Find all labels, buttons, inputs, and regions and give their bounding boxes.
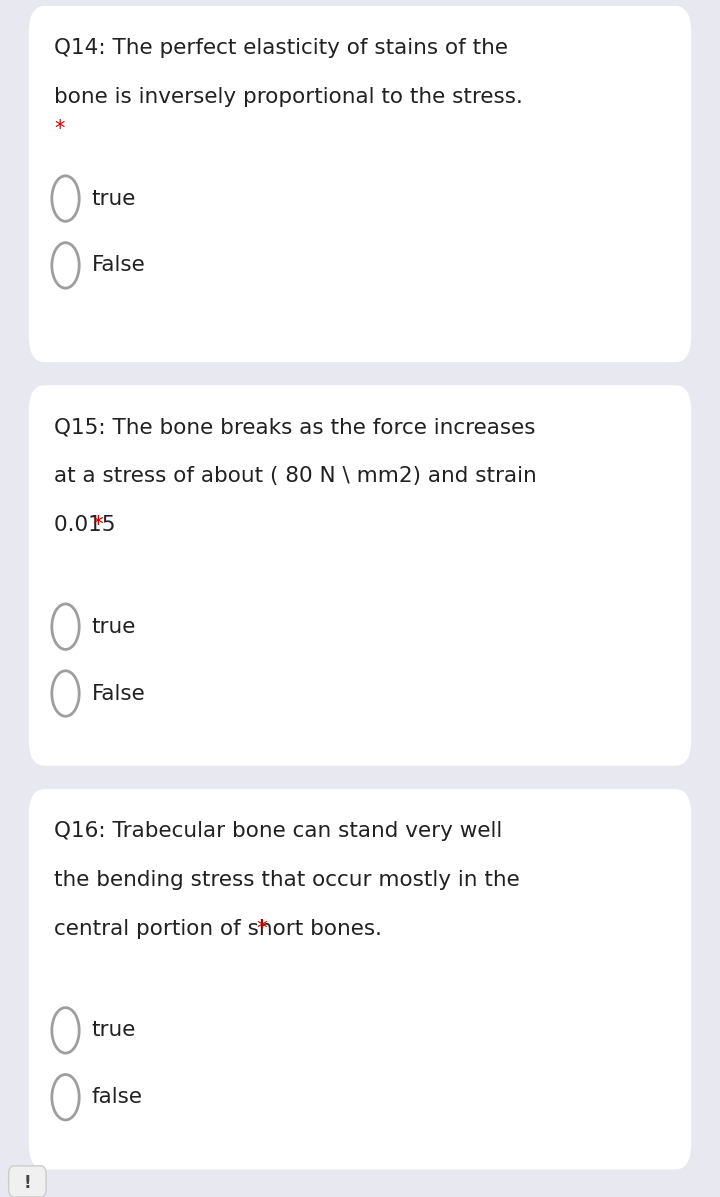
Text: *: * xyxy=(92,515,103,535)
Text: Q14: The perfect elasticity of stains of the: Q14: The perfect elasticity of stains of… xyxy=(54,38,508,59)
Text: Q15: The bone breaks as the force increases: Q15: The bone breaks as the force increa… xyxy=(54,418,536,437)
Text: at a stress of about ( 80 N \ mm2) and strain: at a stress of about ( 80 N \ mm2) and s… xyxy=(54,467,536,486)
Text: true: true xyxy=(91,189,136,208)
Text: 0.015: 0.015 xyxy=(54,515,122,535)
Text: Q16: Trabecular bone can stand very well: Q16: Trabecular bone can stand very well xyxy=(54,821,503,841)
FancyBboxPatch shape xyxy=(9,1166,46,1197)
FancyBboxPatch shape xyxy=(29,385,691,766)
Text: *: * xyxy=(54,119,64,139)
Text: !: ! xyxy=(24,1173,31,1192)
Text: central portion of short bones.: central portion of short bones. xyxy=(54,919,389,938)
FancyBboxPatch shape xyxy=(29,789,691,1169)
Text: False: False xyxy=(91,255,145,275)
Text: *: * xyxy=(257,919,268,938)
Text: true: true xyxy=(91,1020,136,1040)
Text: false: false xyxy=(91,1087,143,1107)
Text: the bending stress that occur mostly in the: the bending stress that occur mostly in … xyxy=(54,870,520,889)
Text: bone is inversely proportional to the stress.: bone is inversely proportional to the st… xyxy=(54,87,523,107)
Text: true: true xyxy=(91,616,136,637)
Text: False: False xyxy=(91,683,145,704)
FancyBboxPatch shape xyxy=(29,6,691,363)
